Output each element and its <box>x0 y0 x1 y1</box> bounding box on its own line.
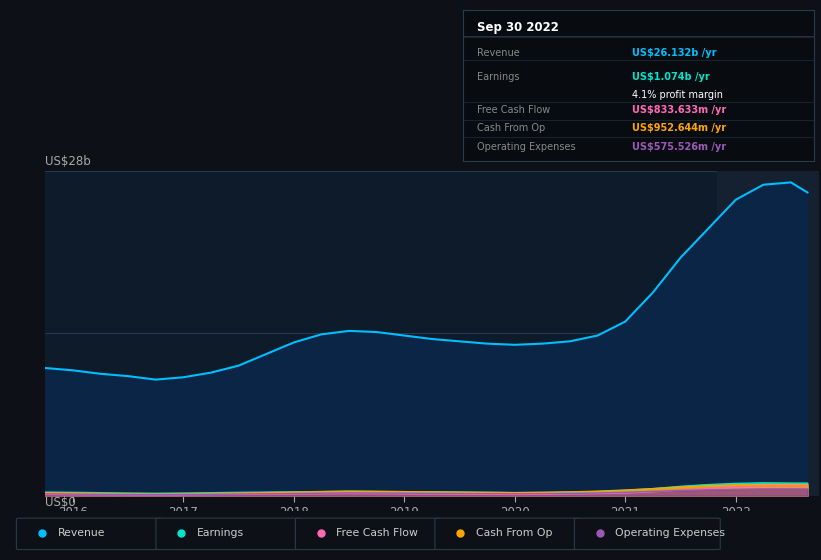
Text: 4.1% profit margin: 4.1% profit margin <box>631 90 722 100</box>
Text: Operating Expenses: Operating Expenses <box>616 528 726 538</box>
Text: US$575.526m /yr: US$575.526m /yr <box>631 142 726 152</box>
Text: US$952.644m /yr: US$952.644m /yr <box>631 124 726 133</box>
Text: Operating Expenses: Operating Expenses <box>477 142 576 152</box>
Text: Free Cash Flow: Free Cash Flow <box>337 528 418 538</box>
Text: Earnings: Earnings <box>197 528 244 538</box>
Text: Cash From Op: Cash From Op <box>477 124 545 133</box>
Text: US$1.074b /yr: US$1.074b /yr <box>631 72 709 82</box>
Text: Sep 30 2022: Sep 30 2022 <box>477 21 559 34</box>
Text: US$0: US$0 <box>45 496 76 508</box>
Text: US$833.633m /yr: US$833.633m /yr <box>631 105 726 115</box>
Text: Cash From Op: Cash From Op <box>476 528 553 538</box>
FancyBboxPatch shape <box>296 518 441 549</box>
FancyBboxPatch shape <box>16 518 163 549</box>
FancyBboxPatch shape <box>435 518 580 549</box>
FancyBboxPatch shape <box>575 518 720 549</box>
Text: Revenue: Revenue <box>57 528 105 538</box>
Text: US$26.132b /yr: US$26.132b /yr <box>631 48 716 58</box>
Bar <box>717 171 819 496</box>
Text: Free Cash Flow: Free Cash Flow <box>477 105 550 115</box>
Text: US$28b: US$28b <box>45 155 91 168</box>
Text: Earnings: Earnings <box>477 72 520 82</box>
Text: Revenue: Revenue <box>477 48 520 58</box>
FancyBboxPatch shape <box>156 518 302 549</box>
